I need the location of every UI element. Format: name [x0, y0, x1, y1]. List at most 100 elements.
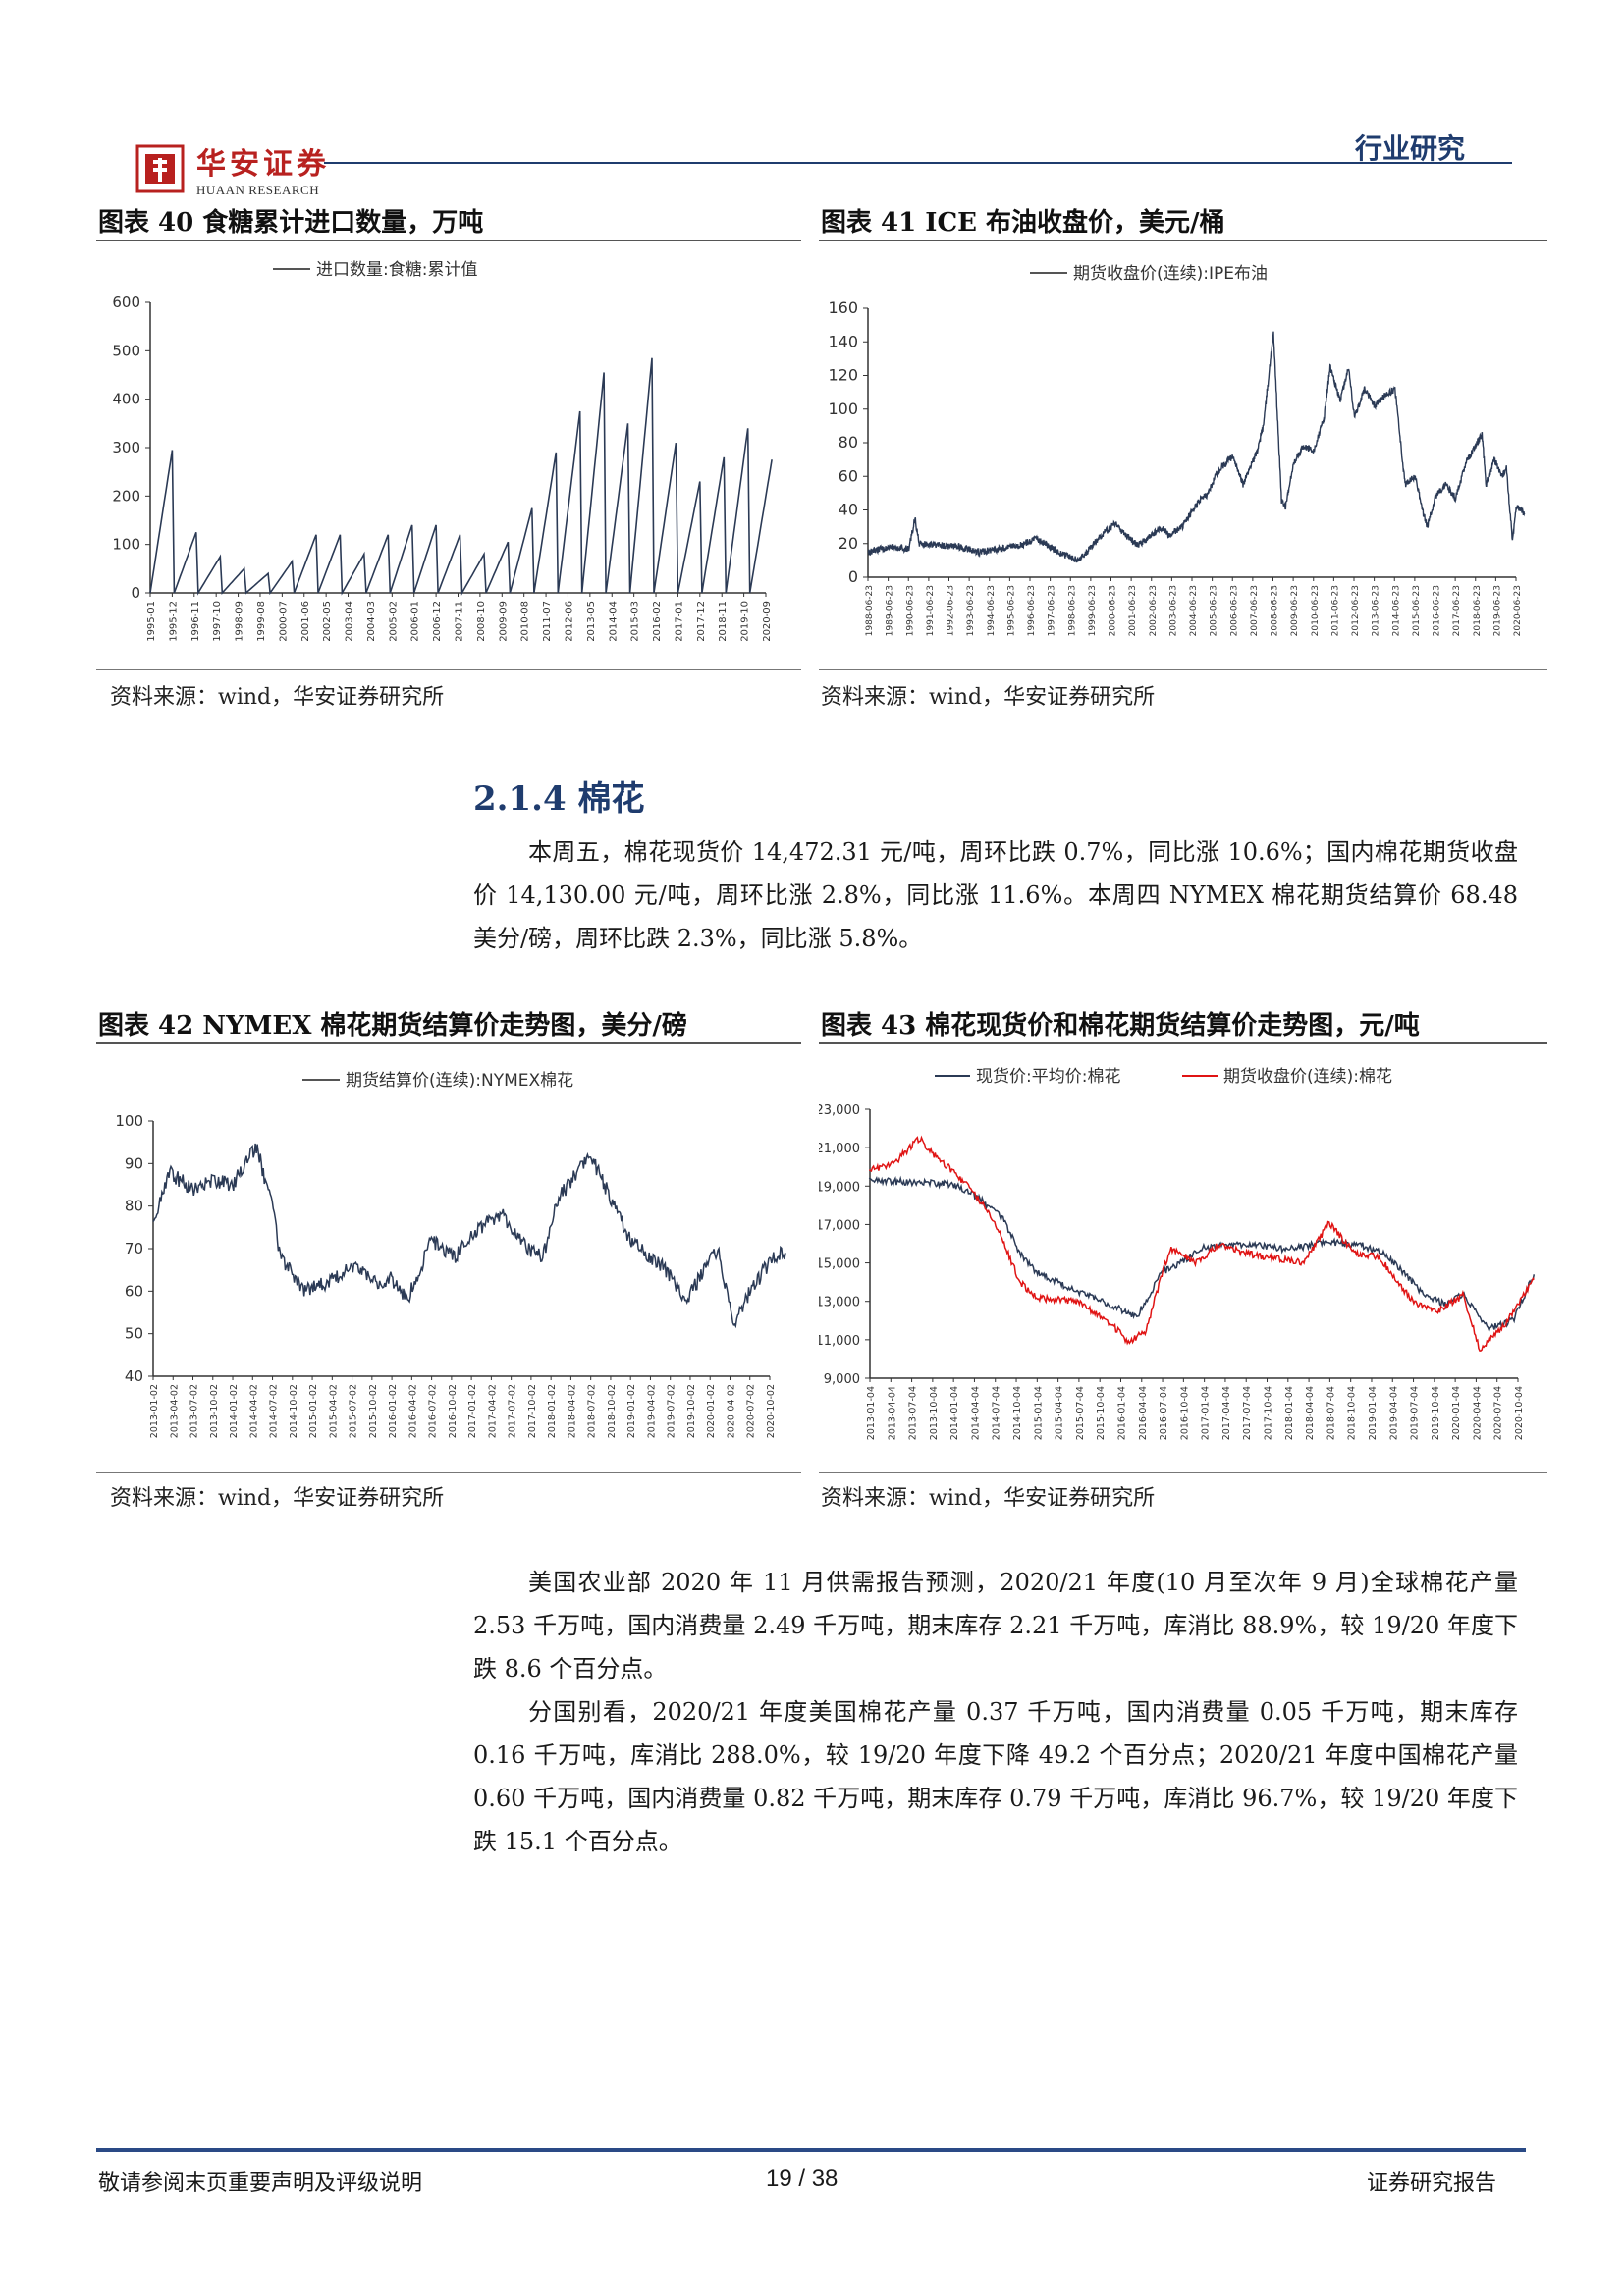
fig40-xtick-label: 1999-08: [256, 601, 267, 642]
fig43-bottom-rule: [819, 1472, 1547, 1473]
fig40-series-line-0: [149, 357, 773, 596]
fig41-xtick-label: 2020-06-23: [1513, 585, 1523, 636]
fig40-ytick-label: 300: [112, 439, 140, 456]
fig40-xtick-label: 2003-04: [345, 601, 355, 642]
fig41-xtick-label: 2019-06-23: [1492, 585, 1502, 636]
fig40-title: 图表 40 食糖累计进口数量，万吨: [98, 208, 484, 238]
brand-sub: HUAAN RESEARCH: [196, 183, 320, 197]
fig43-xtick-label: 2019-07-04: [1410, 1386, 1421, 1440]
fig41-ytick-label: 0: [848, 567, 858, 586]
fig43-xtick-label: 2018-04-04: [1305, 1386, 1316, 1440]
fig42-xtick-label: 2013-04-02: [169, 1384, 180, 1438]
fig40-top-rule: [96, 240, 801, 241]
fig43-xtick-label: 2016-01-04: [1116, 1386, 1127, 1440]
fig42-xtick-label: 2018-04-02: [567, 1384, 577, 1438]
fig42-top-rule: [96, 1042, 801, 1044]
fig43-xtick-label: 2018-10-04: [1347, 1386, 1358, 1440]
fig41-xtick-label: 1996-06-23: [1027, 585, 1037, 636]
fig42-xtick-label: 2017-01-02: [467, 1384, 478, 1438]
fig42-xtick-label: 2013-07-02: [189, 1384, 200, 1438]
fig43-xtick-label: 2014-10-04: [1012, 1386, 1023, 1440]
fig43-ytick-label: 13,000: [819, 1296, 860, 1310]
fig43-xtick-label: 2013-01-04: [866, 1386, 877, 1440]
fig42-xtick-label: 2014-01-02: [229, 1384, 240, 1438]
fig43-ytick-label: 11,000: [819, 1334, 860, 1349]
fig43-ytick-label: 23,000: [819, 1103, 860, 1118]
fig40-ytick-label: 200: [112, 487, 140, 505]
fig42-xtick-label: 2020-04-02: [726, 1384, 736, 1438]
fig42-xtick-label: 2019-10-02: [686, 1384, 697, 1438]
fig41-xtick-label: 2018-06-23: [1473, 585, 1483, 636]
fig43-xtick-label: 2015-07-04: [1075, 1386, 1086, 1440]
fig40-xtick-label: 1997-10: [212, 601, 223, 642]
fig42-xtick-label: 2016-04-02: [407, 1384, 418, 1438]
fig42-xtick-label: 2019-01-02: [626, 1384, 637, 1438]
fig42-xtick-label: 2016-01-02: [388, 1384, 399, 1438]
fig40-chart: 进口数量:食糖:累计值 0 100 200 300 400 500 600 1995-01 19…: [112, 260, 773, 642]
fig43-chart: 现货价:平均价:棉花 期货收盘价(连续):棉花 9,000 11,000 13,00…: [819, 1067, 1536, 1440]
fig41-series-line-0: [867, 331, 1526, 563]
fig41-xtick-label: 2002-06-23: [1149, 585, 1159, 636]
fig41-source: 资料来源：wind，华安证券研究所: [821, 685, 1156, 710]
fig43-xtick-label: 2020-07-04: [1493, 1386, 1504, 1440]
fig43-xtick-label: 2017-04-04: [1221, 1386, 1232, 1440]
fig42-xtick-label: 2018-01-02: [547, 1384, 558, 1438]
fig41-xtick-label: 2013-06-23: [1372, 585, 1381, 636]
fig43-xtick-label: 2015-10-04: [1096, 1386, 1107, 1440]
fig43-ytick-label: 19,000: [819, 1180, 860, 1195]
fig43-xtick-label: 2019-01-04: [1368, 1386, 1379, 1440]
footer-report-type: 证券研究报告: [1367, 2171, 1497, 2196]
fig40-xtick-label: 2001-06: [300, 601, 311, 642]
fig41-xtick-label: 2001-06-23: [1128, 585, 1138, 636]
fig42-series-line-0: [152, 1143, 786, 1329]
fig40-xtick-label: 2018-11: [718, 601, 729, 642]
fig42-ytick-label: 90: [125, 1154, 143, 1172]
fig43-xtick-label: 2015-04-04: [1055, 1386, 1065, 1440]
fig41-xtick-label: 1988-06-23: [865, 585, 875, 636]
fig40-xtick-label: 2016-02: [652, 601, 663, 642]
paragraph-cotton-price: 本周五，棉花现货价 14,472.31 元/吨，周环比跌 0.7%，同比涨 10…: [473, 838, 1518, 952]
fig42-xtick-label: 2013-10-02: [209, 1384, 220, 1438]
fig41-xtick-label: 1989-06-23: [886, 585, 895, 636]
fig41-ytick-label: 100: [828, 400, 858, 418]
fig43-xtick-label: 2018-01-04: [1284, 1386, 1295, 1440]
fig40-xtick-label: 1996-11: [190, 601, 201, 642]
fig42-xtick-label: 2016-07-02: [428, 1384, 439, 1438]
footer-rule: [96, 2148, 1526, 2152]
fig42-xtick-label: 2015-01-02: [308, 1384, 319, 1438]
fig43-ytick-label: 17,000: [819, 1218, 860, 1233]
fig40-xtick-label: 2005-02: [388, 601, 399, 642]
fig42-ytick-label: 100: [115, 1112, 143, 1130]
fig42-xtick-label: 2020-01-02: [706, 1384, 717, 1438]
section-title: 2.1.4 棉花: [473, 779, 645, 819]
fig42-source: 资料来源：wind，华安证券研究所: [110, 1486, 445, 1511]
fig42-title: 图表 42 NYMEX 棉花期货结算价走势图，美分/磅: [98, 1011, 687, 1041]
fig40-xtick-label: 1998-09: [235, 601, 245, 642]
fig40-xtick-label: 2000-07: [278, 601, 289, 642]
fig40-xtick-label: 2019-10: [740, 601, 751, 642]
fig43-ytick-label: 21,000: [819, 1142, 860, 1156]
fig43-legend-spot: 现货价:平均价:棉花: [976, 1067, 1120, 1087]
fig40-ytick-label: 400: [112, 391, 140, 408]
fig41-xtick-label: 1992-06-23: [947, 585, 956, 636]
fig43-xtick-label: 2017-10-04: [1264, 1386, 1274, 1440]
fig43-xtick-label: 2015-01-04: [1033, 1386, 1044, 1440]
fig43-xtick-label: 2020-10-04: [1514, 1386, 1525, 1440]
fig42-xtick-label: 2015-10-02: [368, 1384, 379, 1438]
fig40-xtick-label: 2020-09: [762, 601, 773, 642]
fig43-ytick-label: 9,000: [824, 1372, 860, 1387]
fig41-xtick-label: 2007-06-23: [1250, 585, 1260, 636]
fig43-xtick-label: 2013-07-04: [908, 1386, 919, 1440]
fig43-xtick-label: 2017-01-04: [1201, 1386, 1212, 1440]
fig41-ytick-label: 40: [839, 501, 858, 519]
fig43-top-rule: [819, 1042, 1547, 1044]
fig41-xtick-label: 2012-06-23: [1351, 585, 1361, 636]
fig41-xtick-label: 2017-06-23: [1452, 585, 1462, 636]
fig42-xtick-label: 2013-01-02: [149, 1384, 160, 1438]
fig41-legend: 期货收盘价(连续):IPE布油: [1073, 264, 1268, 284]
fig42-xtick-label: 2018-10-02: [607, 1384, 618, 1438]
brand-logo: [135, 144, 185, 193]
fig43-xtick-label: 2014-01-04: [949, 1386, 960, 1440]
fig43-xtick-label: 2014-04-04: [970, 1386, 981, 1440]
fig42-xtick-label: 2014-07-02: [269, 1384, 280, 1438]
